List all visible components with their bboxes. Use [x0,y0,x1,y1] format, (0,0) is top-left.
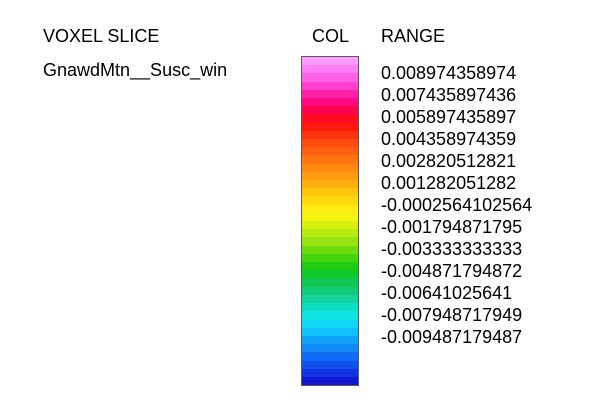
color-band [302,286,358,295]
voxel-slice-header: VOXEL SLICE [43,26,160,46]
color-band [302,229,358,238]
range-value: 0.005897435897 [381,107,517,127]
range-value: -0.009487179487 [381,327,523,347]
color-band [302,237,358,246]
color-band [302,335,358,345]
color-band [302,352,358,361]
range-value: -0.007948717949 [381,305,523,325]
color-band [302,212,358,222]
color-band [302,245,358,254]
color-band [302,368,358,377]
color-band [302,98,358,107]
color-band [302,294,358,304]
color-band [302,262,358,271]
color-band [302,89,358,99]
color-band [302,278,358,287]
color-band [302,270,358,279]
color-band [302,163,358,172]
range-value: 0.007435897436 [381,85,517,105]
color-band [302,204,358,213]
slice-name: GnawdMtn__Susc_win [43,60,228,80]
color-band [302,344,358,353]
color-band [302,147,358,156]
range-list: 0.008974358974 0.007435897436 0.0058974358… [381,62,532,348]
range-value: 0.001282051282 [381,173,517,193]
color-band [302,180,358,189]
range-value: -0.001794871795 [381,217,523,237]
range-value: -0.004871794872 [381,261,523,281]
color-band [302,57,358,66]
color-band [302,196,358,205]
color-band [302,327,358,336]
color-band [302,311,358,320]
range-value: -0.0002564102564 [381,195,533,215]
range-value: -0.00641025641 [381,283,513,303]
color-band [302,360,358,369]
color-band [302,253,358,263]
color-band [302,376,358,386]
color-band [302,139,358,148]
color-bar [301,56,359,386]
range-value: -0.003333333333 [381,239,523,259]
range-value: 0.004358974359 [381,129,517,149]
color-band [302,130,358,140]
color-band [302,221,358,230]
color-band [302,319,358,328]
color-band [302,81,358,90]
color-band [302,188,358,197]
color-band [302,73,358,82]
range-header: RANGE [381,26,446,46]
color-band [302,303,358,312]
color-band [302,65,358,74]
color-band [302,106,358,115]
color-band [302,122,358,131]
color-band [302,155,358,164]
col-header: COL [312,26,350,46]
color-band [302,114,358,123]
color-band [302,171,358,181]
range-value: 0.008974358974 [381,63,517,83]
range-value: 0.002820512821 [381,151,517,171]
